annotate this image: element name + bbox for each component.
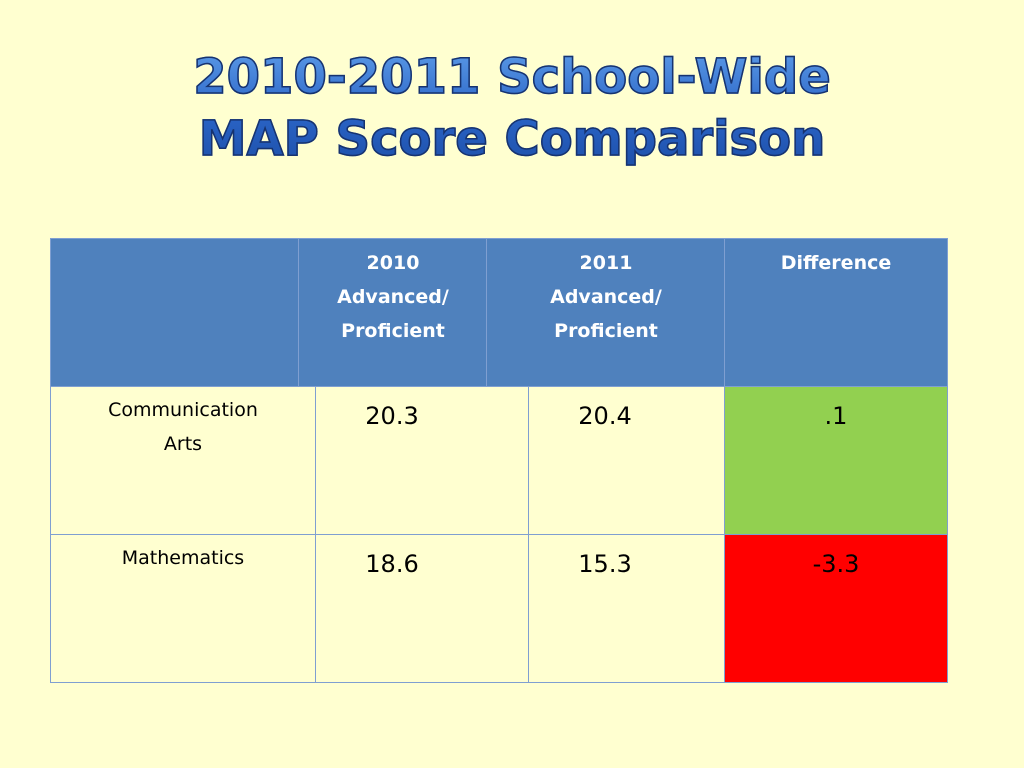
table-border-left <box>50 238 51 683</box>
row-communication-arts-difference: .1 <box>725 387 947 534</box>
row-communication-arts-label: Communication Arts <box>51 387 315 534</box>
header-2011: 2011 Advanced/ Proficient <box>487 238 725 386</box>
table-row-divider <box>51 534 948 535</box>
table-col-divider <box>486 238 487 386</box>
slide-title: 2010-2011 School-Wide MAP Score Comparis… <box>0 46 1024 170</box>
table-col-divider <box>528 386 529 683</box>
table-row-divider <box>51 386 948 387</box>
table-border-bottom <box>51 682 948 683</box>
table-border-top <box>51 238 948 239</box>
table-col-divider <box>315 386 316 683</box>
row-mathematics-difference: -3.3 <box>725 535 947 682</box>
row-mathematics-2011: 15.3 <box>529 535 681 682</box>
title-line-1: 2010-2011 School-Wide <box>193 48 832 106</box>
row-mathematics-label: Mathematics <box>51 535 315 682</box>
row-mathematics-2010: 18.6 <box>316 535 468 682</box>
table-col-divider <box>724 238 725 683</box>
row-communication-arts-2010: 20.3 <box>316 387 468 534</box>
row-communication-arts-2011: 20.4 <box>529 387 681 534</box>
title-line-2: MAP Score Comparison <box>198 110 826 168</box>
table-border-right <box>947 238 948 683</box>
header-difference: Difference <box>725 238 947 386</box>
header-empty-cell <box>51 238 299 386</box>
table-col-divider <box>298 238 299 386</box>
header-2010: 2010 Advanced/ Proficient <box>299 238 487 386</box>
